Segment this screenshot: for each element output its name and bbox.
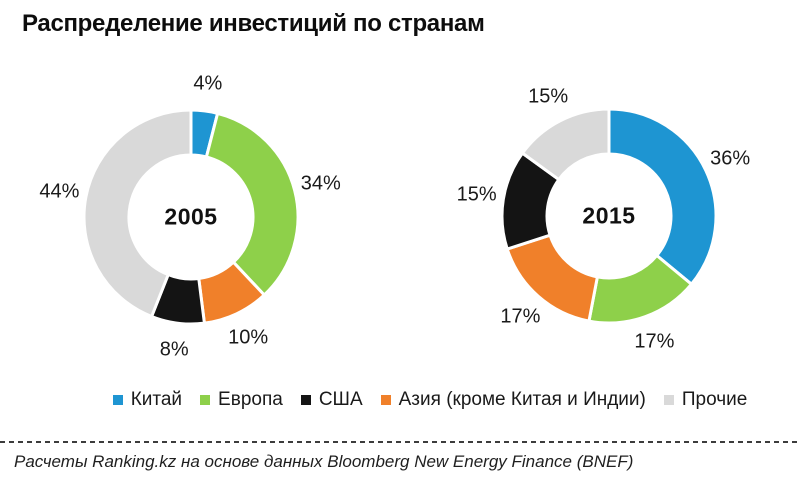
legend-item-europe: Европа bbox=[200, 389, 283, 411]
donut-2005-value-label-china: 4% bbox=[193, 72, 223, 95]
legend-label-others: Прочие bbox=[681, 389, 748, 410]
legend-marker-others bbox=[663, 395, 674, 405]
legend-item-others: Прочие bbox=[663, 389, 748, 411]
donut-chart-2005: 2005 4% 34% 10% 8% 44% bbox=[39, 73, 340, 361]
donut-2005-value-label-others: 44% bbox=[39, 180, 80, 203]
legend-item-asia: Азия (кроме Китая и Индии) bbox=[380, 389, 646, 411]
donut-2005-value-label-asia: 10% bbox=[228, 326, 269, 349]
donut-2015-segment-others bbox=[520, 107, 611, 182]
donut-2015-value-label-china: 36% bbox=[710, 147, 751, 170]
legend-item-usa: США bbox=[300, 389, 363, 411]
donut-2015-center-label: 2015 bbox=[582, 202, 636, 229]
donut-2005-svg bbox=[82, 108, 300, 326]
donut-2015-value-label-others: 15% bbox=[528, 85, 569, 108]
donut-2015-value-label-usa: 15% bbox=[456, 183, 497, 206]
donut-2005-segment-others bbox=[82, 108, 193, 319]
legend-item-china: Китай bbox=[112, 389, 183, 411]
chart-title: Распределение инвестиций по странам bbox=[22, 10, 485, 37]
donut-2005-value-label-usa: 8% bbox=[159, 338, 189, 361]
legend-label-asia: Азия (кроме Китая и Индии) bbox=[398, 389, 646, 410]
source-note: Расчеты Ranking.kz на основе данных Bloo… bbox=[14, 452, 634, 471]
donut-2005-center-label: 2005 bbox=[164, 203, 218, 230]
legend: Китай Европа США Азия (кроме Китая и Индии)… bbox=[60, 389, 800, 411]
legend-label-china: Китай bbox=[130, 389, 183, 410]
donut-2005-value-label-europe: 34% bbox=[300, 172, 341, 195]
donut-2015-segment-china bbox=[607, 107, 718, 287]
dashed-divider bbox=[0, 441, 800, 443]
donut-chart-2015: 2015 36% 17% 17% 15% 15% bbox=[457, 76, 751, 356]
donut-2005-segment-europe bbox=[204, 111, 300, 298]
legend-marker-china bbox=[112, 395, 123, 405]
legend-marker-europe bbox=[200, 395, 211, 405]
legend-label-europe: Европа bbox=[218, 389, 283, 410]
donut-2015-value-label-asia: 17% bbox=[500, 305, 541, 327]
legend-marker-usa bbox=[300, 395, 311, 405]
legend-label-usa: США bbox=[318, 389, 363, 410]
donut-2015-value-label-europe: 17% bbox=[634, 330, 675, 353]
donut-2015-svg bbox=[500, 107, 718, 325]
legend-marker-asia bbox=[380, 395, 391, 405]
